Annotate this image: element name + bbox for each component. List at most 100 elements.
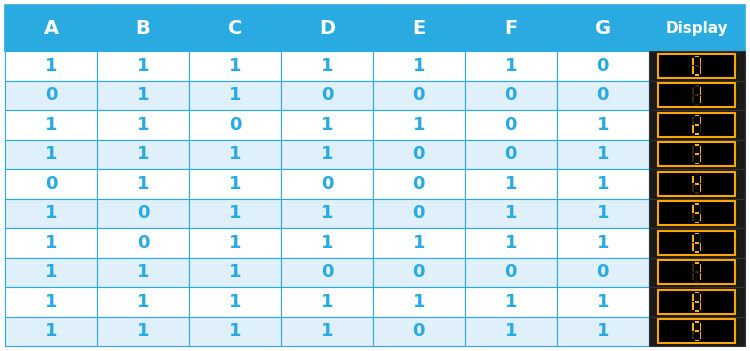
Text: 1: 1 <box>413 116 425 134</box>
Text: 0: 0 <box>505 145 517 163</box>
Bar <box>700 96 701 103</box>
Bar <box>700 87 701 95</box>
Bar <box>700 294 701 301</box>
Bar <box>556 140 649 169</box>
Text: 0: 0 <box>505 116 517 134</box>
Bar <box>692 146 694 154</box>
Bar <box>281 258 373 287</box>
Bar <box>97 169 189 199</box>
Bar <box>5 317 97 346</box>
Bar <box>694 301 699 303</box>
Text: 1: 1 <box>505 57 517 75</box>
Text: 1: 1 <box>229 86 242 104</box>
Bar <box>700 176 701 183</box>
Bar <box>700 214 701 221</box>
Bar <box>658 319 736 343</box>
Text: 1: 1 <box>505 204 517 222</box>
Bar <box>281 228 373 258</box>
Bar <box>700 117 701 124</box>
Text: 1: 1 <box>45 293 57 311</box>
Bar <box>694 340 699 342</box>
Bar <box>700 146 701 154</box>
Text: 1: 1 <box>505 175 517 193</box>
Text: 1: 1 <box>321 145 333 163</box>
Bar <box>373 110 465 140</box>
Bar <box>649 169 745 199</box>
Bar <box>700 66 701 74</box>
Bar <box>465 110 556 140</box>
Bar <box>97 199 189 228</box>
Text: 0: 0 <box>596 57 609 75</box>
Bar <box>649 80 745 110</box>
Bar <box>373 51 465 80</box>
Bar <box>281 169 373 199</box>
Bar <box>692 243 694 251</box>
Bar <box>97 80 189 110</box>
Text: 1: 1 <box>45 116 57 134</box>
Bar <box>465 5 556 51</box>
Text: 1: 1 <box>45 57 57 75</box>
Text: 1: 1 <box>505 293 517 311</box>
Bar <box>658 231 736 254</box>
Bar <box>694 85 699 87</box>
Bar <box>700 235 701 242</box>
Text: 1: 1 <box>505 322 517 340</box>
Bar <box>373 169 465 199</box>
Text: 1: 1 <box>229 263 242 281</box>
Bar <box>658 113 736 137</box>
Bar <box>649 110 745 140</box>
Text: 1: 1 <box>596 145 609 163</box>
Bar <box>700 302 701 310</box>
Text: 0: 0 <box>413 322 425 340</box>
Text: Display: Display <box>665 20 728 35</box>
Text: 0: 0 <box>413 86 425 104</box>
Bar <box>649 5 745 51</box>
Bar <box>658 172 736 196</box>
Bar <box>694 280 699 283</box>
Bar <box>694 153 699 155</box>
Text: B: B <box>136 19 150 38</box>
Text: 1: 1 <box>45 234 57 252</box>
Bar <box>189 317 281 346</box>
Bar <box>658 143 736 166</box>
Bar <box>465 169 556 199</box>
Bar <box>373 5 465 51</box>
Text: 1: 1 <box>596 204 609 222</box>
Bar <box>700 205 701 213</box>
Bar <box>694 94 699 96</box>
Bar <box>556 5 649 51</box>
Bar <box>694 104 699 105</box>
Bar <box>692 323 694 331</box>
Bar <box>692 125 694 133</box>
Text: 1: 1 <box>45 204 57 222</box>
Text: 1: 1 <box>413 57 425 75</box>
Bar <box>649 287 745 317</box>
Bar <box>373 228 465 258</box>
Bar <box>556 317 649 346</box>
Bar <box>649 317 745 346</box>
Text: 1: 1 <box>229 322 242 340</box>
Bar <box>5 140 97 169</box>
Bar <box>556 228 649 258</box>
Text: 1: 1 <box>136 175 149 193</box>
Bar <box>281 80 373 110</box>
Text: 1: 1 <box>321 293 333 311</box>
Text: 1: 1 <box>136 116 149 134</box>
Text: F: F <box>504 19 518 38</box>
Bar <box>692 332 694 339</box>
Bar <box>465 228 556 258</box>
Bar <box>694 262 699 264</box>
Bar <box>700 273 701 280</box>
Text: 0: 0 <box>321 86 333 104</box>
Bar <box>692 235 694 242</box>
Bar <box>694 292 699 293</box>
Bar <box>373 287 465 317</box>
Bar <box>465 51 556 80</box>
Bar <box>97 5 189 51</box>
Text: 0: 0 <box>229 116 242 134</box>
Bar <box>694 124 699 126</box>
Bar <box>556 287 649 317</box>
Bar <box>692 184 694 192</box>
Bar <box>692 87 694 95</box>
Text: 1: 1 <box>413 234 425 252</box>
